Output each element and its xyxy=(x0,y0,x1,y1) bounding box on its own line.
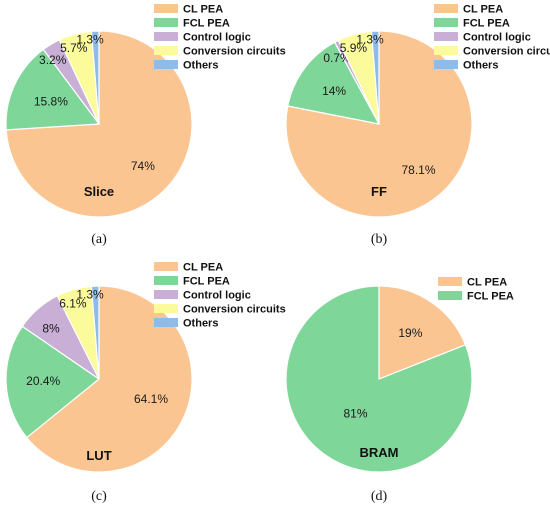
pie-chart-ff: 78.1% 14% 0.7%5.9%1.3% FF CL PEA FCL PEA Contr… xyxy=(285,4,550,247)
legend-label-cl-pea: CL PEA xyxy=(183,262,223,274)
legend-label-conversion-circuits: Conversion circuits xyxy=(183,304,286,316)
legend: CL PEA FCL PEA xyxy=(438,277,514,303)
pie-chart-bram: 19% 81% BRAM CL PEA FCL PEA (d) xyxy=(285,277,514,504)
legend-label-conversion-circuits: Conversion circuits xyxy=(183,46,286,58)
legend-swatch-fcl-pea xyxy=(154,18,178,27)
slice-label-conversion-circuits: 5.7% xyxy=(60,41,88,55)
slice-label-others: 1.3% xyxy=(76,33,104,47)
legend-label-fcl-pea: FCL PEA xyxy=(183,18,230,30)
pie-slice-cl-pea xyxy=(378,285,467,380)
legend-label-others: Others xyxy=(463,60,498,72)
legend-label-fcl-pea: FCL PEA xyxy=(467,291,514,303)
pie-slice-cl-pea xyxy=(25,285,193,473)
legend-label-cl-pea: CL PEA xyxy=(467,277,507,289)
legend-swatch-cl-pea xyxy=(154,262,178,271)
slice-label-cl-pea: 19% xyxy=(398,326,422,340)
legend-swatch-fcl-pea xyxy=(438,291,462,300)
legend-swatch-others xyxy=(154,60,178,69)
legend-label-control-logic: Control logic xyxy=(183,32,251,44)
pie-slice-others xyxy=(90,285,100,380)
slice-label-control-logic: 0.7% xyxy=(323,51,351,65)
legend-label-fcl-pea: FCL PEA xyxy=(463,18,510,30)
legend-swatch-conversion-circuits xyxy=(154,304,178,313)
pie-slice-fcl-pea xyxy=(287,41,381,125)
legend-swatch-control-logic xyxy=(154,290,178,299)
legend-swatch-control-logic xyxy=(434,32,458,41)
panel-caption: (c) xyxy=(91,489,107,504)
pie-slice-fcl-pea xyxy=(5,325,101,439)
pie-slice-fcl-pea xyxy=(285,285,473,473)
legend-label-control-logic: Control logic xyxy=(183,290,251,302)
panel-caption: (a) xyxy=(91,232,107,247)
slice-label-others: 1.3% xyxy=(356,33,384,47)
slice-label-control-logic: 3.2% xyxy=(39,53,67,67)
pie-slice-fcl-pea xyxy=(5,48,101,131)
slice-label-cl-pea: 64.1% xyxy=(134,392,168,406)
pie-chart-slice: 74% 15.8% 3.2%5.7%1.3% Slice CL PEA FCL PEA Co… xyxy=(5,4,286,247)
legend-label-control-logic: Control logic xyxy=(463,32,531,44)
chart-label: BRAM xyxy=(360,445,399,460)
pie-slice-others xyxy=(90,30,100,125)
chart-label: FF xyxy=(371,184,387,199)
legend-label-cl-pea: CL PEA xyxy=(183,4,223,16)
legend-swatch-others xyxy=(434,60,458,69)
pie-slice-others xyxy=(370,30,380,125)
pie-chart-lut: 64.1% 20.4% 8% 6.1%1.3% LUT CL PEA FCL PEA Cont… xyxy=(5,262,286,504)
legend-swatch-others xyxy=(154,318,178,327)
legend-label-others: Others xyxy=(183,318,218,330)
legend-swatch-cl-pea xyxy=(434,4,458,13)
legend: CL PEA FCL PEA Control logic Conversion cir… xyxy=(154,4,286,72)
legend: CL PEA FCL PEA Control logic Conversion cir… xyxy=(154,262,286,330)
slice-label-fcl-pea: 81% xyxy=(343,407,367,421)
legend-swatch-fcl-pea xyxy=(434,18,458,27)
legend-label-fcl-pea: FCL PEA xyxy=(183,276,230,288)
slice-label-conversion-circuits: 5.9% xyxy=(340,41,368,55)
legend-swatch-control-logic xyxy=(154,32,178,41)
slice-label-fcl-pea: 15.8% xyxy=(34,95,68,109)
legend-swatch-cl-pea xyxy=(154,4,178,13)
legend-label-cl-pea: CL PEA xyxy=(463,4,503,16)
legend-swatch-fcl-pea xyxy=(154,276,178,285)
slice-label-control-logic: 8% xyxy=(42,322,60,336)
panel-caption: (b) xyxy=(371,232,388,247)
slice-label-conversion-circuits: 6.1% xyxy=(59,296,87,310)
legend-swatch-cl-pea xyxy=(438,277,462,286)
slice-label-fcl-pea: 14% xyxy=(322,84,346,98)
slice-label-others: 1.3% xyxy=(76,288,104,302)
slice-label-cl-pea: 74% xyxy=(131,159,155,173)
legend-swatch-conversion-circuits xyxy=(154,46,178,55)
chart-label: LUT xyxy=(86,448,111,463)
slice-label-cl-pea: 78.1% xyxy=(401,163,435,177)
slice-label-fcl-pea: 20.4% xyxy=(26,374,60,388)
legend-swatch-conversion-circuits xyxy=(434,46,458,55)
panel-caption: (d) xyxy=(371,489,388,504)
chart-label: Slice xyxy=(84,184,114,199)
legend: CL PEA FCL PEA Control logic Conversion cir… xyxy=(434,4,550,72)
legend-label-conversion-circuits: Conversion circuits xyxy=(463,46,550,58)
legend-label-others: Others xyxy=(183,60,218,72)
